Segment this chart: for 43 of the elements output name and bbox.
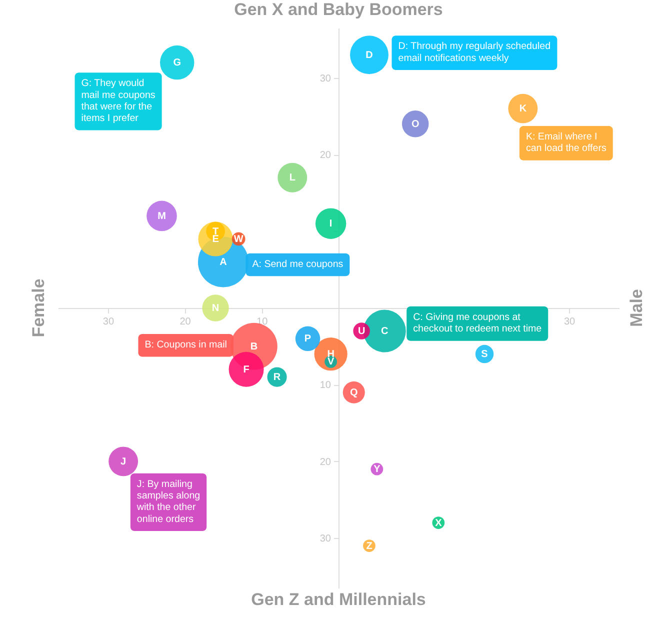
y-tick-label: 20	[320, 150, 332, 162]
series-label: K	[519, 104, 528, 115]
text: Gen Z and Millennials	[251, 590, 426, 609]
x-tick-label: 10	[256, 316, 268, 328]
annotation: B: Coupons in mail	[144, 340, 227, 351]
series-label: E	[212, 234, 220, 245]
series-label: L	[289, 172, 296, 184]
series-label: Z	[366, 540, 372, 552]
series-label: N	[212, 303, 220, 314]
series-label: F	[243, 364, 250, 376]
series-label: Q	[350, 387, 358, 398]
y-tick-label: 20	[320, 456, 332, 468]
text: Male	[627, 289, 646, 327]
x-tick-label: 30	[564, 316, 576, 328]
series-label: M	[158, 210, 166, 222]
series-label: O	[411, 118, 420, 130]
annotation: G: They would mail me coupons that were for the items I prefer	[81, 78, 156, 124]
series-label: P	[304, 334, 312, 345]
series-label: B	[250, 341, 258, 352]
series-label: I	[329, 218, 332, 230]
series-label: U	[358, 326, 366, 338]
annotation: A: Send me coupons	[252, 258, 344, 270]
x-tick-label: 20	[180, 316, 192, 328]
series-label: S	[481, 349, 488, 360]
series-label: A	[220, 256, 227, 268]
series-label: J	[120, 456, 126, 468]
text: Gen X and Baby Boomers	[234, 0, 443, 19]
y-tick-label: 30	[320, 73, 332, 84]
series-label: C	[380, 326, 388, 338]
series-label: Y	[374, 464, 381, 476]
series-label: W	[234, 234, 244, 245]
x-tick-label: 30	[102, 316, 114, 328]
series-label: X	[435, 518, 442, 529]
text: Female	[29, 278, 48, 338]
annotation: D: Through my regularly scheduled email notifications weekly	[398, 41, 551, 64]
annotation: K: Email where I can load the offers	[526, 132, 606, 154]
series-label: R	[273, 372, 282, 384]
y-tick-label: 30	[320, 534, 332, 545]
annotation: J: By mailing samples along with the other online orders	[136, 479, 200, 525]
series-label: D	[366, 50, 373, 61]
series-label: G	[173, 58, 182, 69]
annotation: C: Giving me coupons at checkout to redeem next time	[413, 312, 542, 335]
y-tick-label: 10	[320, 380, 332, 392]
